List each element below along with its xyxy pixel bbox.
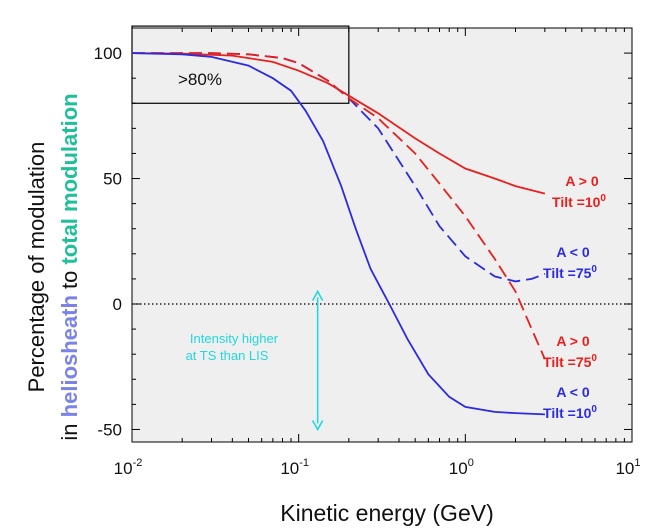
annotation-line2: at TS than LIS — [186, 348, 269, 363]
x-tick-base: 10 — [280, 459, 299, 478]
inset-box-label: >80% — [178, 70, 222, 89]
curve-label-tilt: Tilt =75 — [543, 354, 592, 370]
y-axis-label-prefix: in — [57, 417, 82, 440]
y-tick-label: -50 — [97, 420, 122, 439]
curve-label-line1: A > 0 — [565, 173, 599, 189]
curve-a_neg_tilt10 — [131, 52, 545, 416]
y-axis-label-line2: in heliosheath to total modulation — [57, 93, 82, 440]
chart-marks — [131, 52, 546, 432]
chart-text: Kinetic energy (GeV) Percentage of modul… — [24, 44, 641, 526]
curve-label-line1: A > 0 — [556, 333, 590, 349]
curve-label-line1: A < 0 — [556, 244, 590, 260]
curve-label-line1: A < 0 — [556, 384, 590, 400]
x-tick-exponent: -2 — [133, 457, 143, 469]
curve-label-tilt: Tilt =10 — [543, 405, 592, 421]
curve-label-degree: 0 — [591, 264, 597, 275]
y-axis-label-line1: Percentage of modulation — [24, 142, 49, 393]
curve-label-line2: Tilt =750 — [543, 264, 597, 281]
x-tick-label: 100 — [449, 457, 474, 478]
curve-label-tilt: Tilt =10 — [552, 194, 601, 210]
curve-label-line2: Tilt =100 — [552, 193, 606, 210]
inset-box — [131, 25, 350, 104]
curve-label-line2: Tilt =100 — [543, 404, 597, 421]
x-tick-exponent: -1 — [299, 457, 309, 469]
curve-label-degree: 0 — [591, 353, 597, 364]
plot-area — [131, 25, 633, 443]
x-tick-label: 10-2 — [114, 457, 143, 478]
curve-label-line2: Tilt =750 — [543, 353, 597, 370]
x-axis-label: Kinetic energy (GeV) — [280, 500, 493, 526]
y-axis-label-mid: to — [57, 265, 82, 296]
x-tick-label: 10-1 — [280, 457, 309, 478]
curve-a_neg_tilt75 — [132, 52, 546, 283]
y-tick-label: 50 — [103, 170, 122, 189]
x-tick-label: 101 — [615, 457, 640, 478]
y-axis-label-heliosheath: heliosheath — [57, 295, 82, 417]
x-tick-exponent: 0 — [468, 457, 474, 469]
curve-label-tilt: Tilt =75 — [543, 265, 592, 281]
x-tick-exponent: 1 — [634, 457, 640, 469]
x-tick-base: 10 — [615, 459, 634, 478]
y-axis-label-total-modulation: total modulation — [57, 93, 82, 264]
y-tick-label: 100 — [94, 44, 122, 63]
annotation-arrow-head-down — [311, 420, 324, 432]
annotation-line1: Intensity higher — [190, 331, 279, 346]
x-tick-base: 10 — [449, 459, 468, 478]
curve-label-degree: 0 — [591, 404, 597, 415]
x-tick-base: 10 — [114, 459, 133, 478]
curve-a_pos_tilt10 — [131, 52, 546, 195]
y-tick-label: 0 — [113, 295, 122, 314]
plot-background — [131, 27, 633, 443]
curve-label-degree: 0 — [600, 193, 606, 204]
annotation-arrow-head-up — [311, 289, 324, 301]
